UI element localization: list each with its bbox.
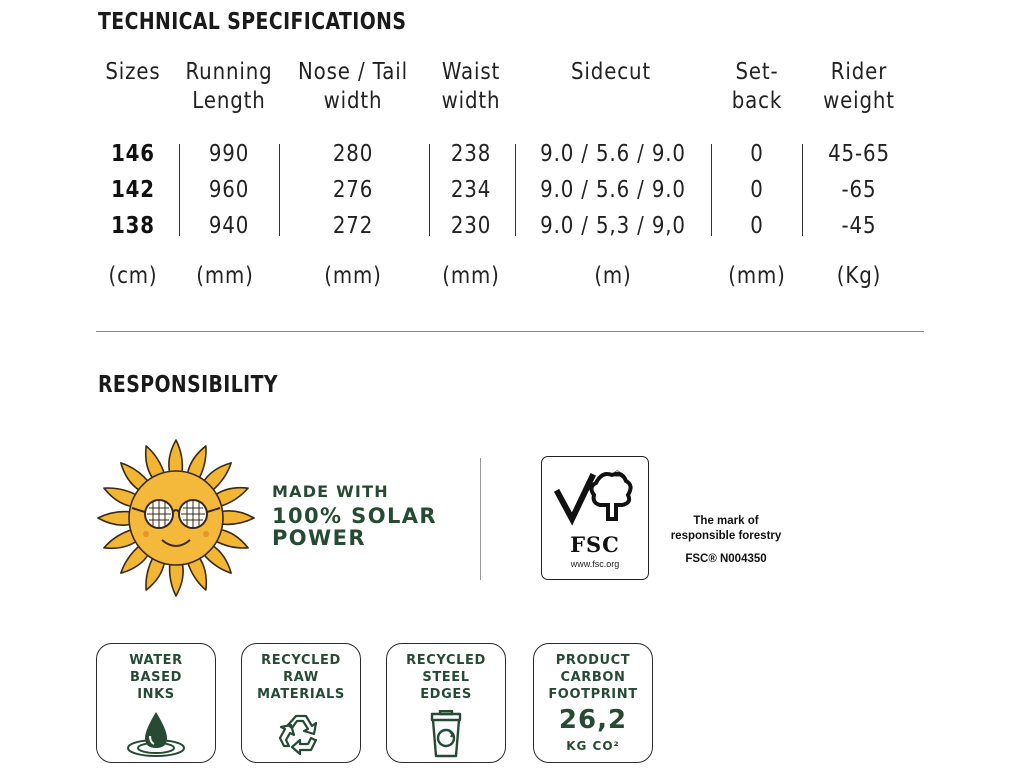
table-cell-nose-tail-width: 276 (332, 177, 374, 203)
fsc-license-code: FSC® N004350 (685, 553, 767, 565)
table-cell-size: 142 (111, 177, 155, 203)
table-cell-running-length: 990 (208, 141, 250, 167)
table-cell-waist-width: 230 (450, 213, 492, 239)
section-divider (96, 331, 924, 332)
fsc-tree-icon (552, 469, 640, 529)
fsc-wordmark: FSC (570, 532, 620, 557)
header-nose-tail-width: Nose / Tail width (298, 59, 408, 114)
badge-label: WATER BASED INKS (129, 653, 183, 702)
column-divider (515, 144, 516, 236)
table-cell-waist-width: 238 (450, 141, 492, 167)
table-cell-running-length: 960 (208, 177, 250, 203)
water-drop-icon (97, 710, 215, 764)
fsc-logo: ® FSC www.fsc.org (541, 456, 649, 580)
table-cell-nose-tail-width: 272 (332, 213, 374, 239)
recycle-bin-icon (387, 709, 505, 762)
table-cell-setback: 0 (750, 177, 764, 203)
column-divider (802, 144, 803, 236)
spec-table: Sizes Running Length Nose / Tail width Wai… (0, 0, 1024, 320)
specs-title: TECHNICAL SPECIFICATIONS (98, 9, 407, 35)
vertical-divider (480, 458, 481, 580)
fsc-url: www.fsc.org (570, 559, 620, 569)
solar-power-label: MADE WITH 100% SOLAR POWER (272, 482, 437, 550)
badge-product-carbon-footprint: PRODUCT CARBON FOOTPRINT 26,2 KG CO² (533, 643, 653, 763)
table-cell-size: 138 (111, 213, 155, 239)
badge-label: RECYCLED STEEL EDGES (406, 653, 486, 702)
header-waist-width: Waist width (441, 59, 501, 114)
table-cell-size: 146 (111, 141, 155, 167)
table-cell-setback: 0 (750, 141, 764, 167)
table-cell-sidecut: 9.0 / 5.6 / 9.0 (540, 177, 686, 203)
unit-label: (mm) (728, 263, 786, 289)
column-divider (279, 144, 280, 236)
badge-label: PRODUCT CARBON FOOTPRINT (548, 653, 638, 702)
table-cell-rider-weight: -65 (841, 177, 877, 203)
table-cell-waist-width: 234 (450, 177, 492, 203)
header-rider-weight: Rider weight (823, 59, 895, 114)
unit-label: (mm) (324, 263, 382, 289)
header-sizes: Sizes (105, 59, 161, 85)
table-cell-sidecut: 9.0 / 5.6 / 9.0 (540, 141, 686, 167)
table-cell-setback: 0 (750, 213, 764, 239)
recycle-icon (242, 710, 360, 762)
registered-mark: ® (614, 469, 621, 479)
carbon-footprint-value: 26,2 (558, 705, 628, 735)
badge-water-based-inks: WATER BASED INKS (96, 643, 216, 763)
sun-with-glasses-icon (94, 436, 258, 600)
unit-label: (mm) (196, 263, 254, 289)
carbon-footprint-unit: KG CO² (566, 739, 620, 753)
column-divider (429, 144, 430, 236)
badge-label: RECYCLED RAW MATERIALS (257, 653, 345, 702)
badge-recycled-raw-materials: RECYCLED RAW MATERIALS (241, 643, 361, 763)
header-sidecut: Sidecut (571, 59, 651, 85)
table-cell-rider-weight: -45 (841, 213, 877, 239)
unit-label: (Kg) (836, 263, 882, 289)
table-cell-rider-weight: 45-65 (828, 141, 890, 167)
column-divider (179, 144, 180, 236)
table-cell-nose-tail-width: 280 (332, 141, 374, 167)
table-cell-sidecut: 9.0 / 5,3 / 9,0 (540, 213, 686, 239)
responsibility-title: RESPONSIBILITY (98, 372, 278, 398)
header-running-length: Running Length (185, 59, 273, 114)
unit-label: (mm) (442, 263, 500, 289)
badge-recycled-steel-edges: RECYCLED STEEL EDGES (386, 643, 506, 763)
header-setback: Set-back (731, 59, 783, 114)
fsc-tagline: The mark of responsible forestry (670, 515, 782, 542)
unit-label: (cm) (108, 263, 158, 289)
table-cell-running-length: 940 (208, 213, 250, 239)
column-divider (711, 144, 712, 236)
unit-label: (m) (594, 263, 632, 289)
